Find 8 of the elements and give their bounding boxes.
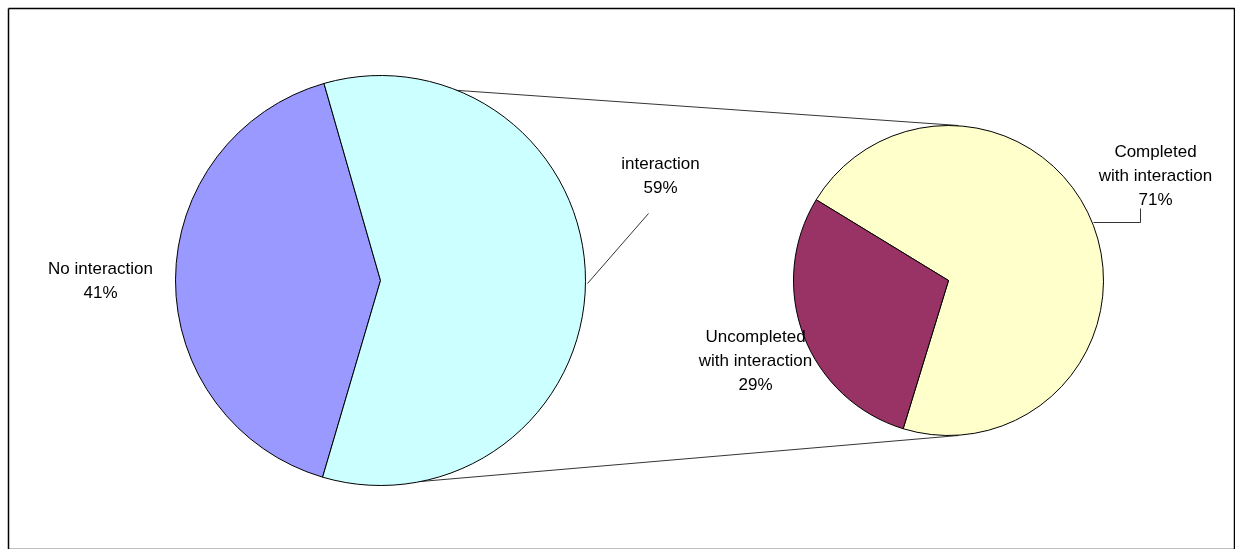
slice-label: Completed with interaction bbox=[1097, 142, 1213, 185]
data-label: 29% bbox=[738, 374, 773, 394]
data-label: 71% bbox=[1138, 189, 1173, 209]
data-label: 59% bbox=[643, 177, 678, 197]
slice-label: Uncompleted with interaction bbox=[697, 327, 813, 370]
data-label: 41% bbox=[83, 282, 118, 302]
slice-label: No interaction bbox=[48, 259, 153, 279]
slice-label: interaction bbox=[621, 154, 700, 174]
